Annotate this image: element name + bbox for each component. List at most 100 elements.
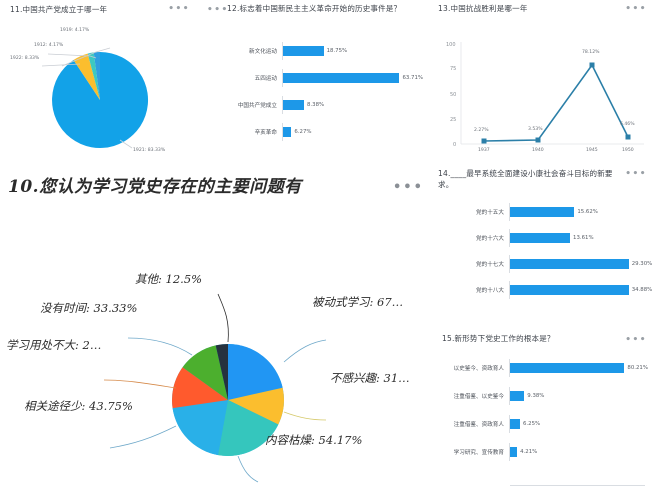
y-tick-25: 25 — [450, 117, 456, 123]
bar-track: 15.62% — [509, 203, 653, 221]
line-value-1950: 6.46% — [620, 122, 635, 127]
pie-slice-passive-learning — [228, 344, 283, 400]
bar-label: 注重借鉴、以史鉴今 — [453, 394, 504, 400]
chart-15-menu-dots[interactable]: ••• — [625, 335, 647, 345]
y-tick-100: 100 — [446, 42, 456, 48]
bar-row[interactable]: 党的十六大 13.61% — [432, 229, 653, 247]
bar-label: 党的十六大 — [476, 236, 504, 242]
chart-10-pie-svg — [103, 293, 327, 483]
bar-fill — [510, 207, 575, 217]
x-tick-1937: 1937 — [478, 148, 490, 153]
bar-label: 新文化运动 — [249, 49, 277, 55]
bar-track: 6.25% — [509, 415, 653, 433]
bar-row[interactable]: 党的十五大 15.62% — [432, 203, 653, 221]
bar-value: 6.25% — [523, 421, 541, 427]
bar-track: 63.71% — [282, 69, 423, 87]
bar-label: 党的十七大 — [476, 262, 504, 268]
chart-card-14[interactable]: 14.____最早系统全面建设小康社会奋斗目标的新要求。 ••• 党的十五大 1… — [432, 165, 653, 322]
pie-label-other: 其他: 12.5% — [135, 272, 203, 286]
bar-row[interactable]: 辛亥革命 6.27% — [205, 123, 423, 141]
pie-slice-not-useful — [172, 367, 228, 409]
pie-leader-1 — [61, 47, 111, 67]
leader-not-useful — [103, 379, 177, 389]
bar-track: 4.21% — [509, 443, 653, 461]
x-tick-1945: 1945 — [586, 148, 598, 153]
bar-track: 80.21% — [509, 359, 653, 377]
y-tick-50: 50 — [450, 92, 456, 98]
chart-14-menu-dots[interactable]: ••• — [625, 169, 647, 179]
pie-label-1912: 1912: 4.17% — [34, 43, 64, 48]
leader-boring — [237, 455, 259, 483]
bar-fill — [510, 363, 625, 373]
bar-track: 29.30% — [509, 255, 653, 273]
bar-fill — [510, 259, 629, 269]
bar-value: 63.71% — [402, 75, 423, 81]
bar-row[interactable]: 中国共产党成立 8.38% — [205, 96, 423, 114]
line-point-1937 — [481, 138, 487, 144]
bar-label: 党的十五大 — [476, 210, 504, 216]
line-point-1950 — [625, 134, 631, 140]
bar-row[interactable]: 五四运动 63.71% — [205, 69, 423, 87]
leader-other — [217, 293, 229, 343]
x-tick-1940: 1940 — [532, 148, 544, 153]
pie-slice-1921 — [52, 51, 149, 148]
pie-label-passive-learning: 被动式学习: 67… — [312, 295, 404, 309]
bar-row[interactable]: 新文化运动 18.75% — [205, 42, 423, 60]
pie-leader-3 — [41, 63, 81, 67]
chart-14-title: 14.____最早系统全面建设小康社会奋斗目标的新要求。 — [438, 169, 613, 189]
bar-row[interactable]: 党的十七大 29.30% — [432, 255, 653, 273]
bar-label: 注重借鉴、资政育人 — [453, 422, 504, 428]
chart-card-12[interactable]: 12.标志着中国新民主主义革命开始的历史事件是？ ••• 新文化运动 18.75… — [205, 0, 423, 166]
bar-fill — [510, 233, 571, 243]
bar-track: 8.38% — [282, 96, 423, 114]
bar-value: 13.61% — [573, 235, 594, 241]
bar-track: 18.75% — [282, 42, 423, 60]
chart-11-pie-svg — [41, 47, 149, 149]
line-point-1940 — [535, 137, 541, 143]
bar-value: 6.27% — [294, 129, 312, 135]
bar-value: 18.75% — [326, 48, 348, 54]
bar-label: 以史鉴今、资政育人 — [453, 366, 504, 372]
bar-label: 学习研究、宣传教育 — [453, 450, 504, 456]
bar-fill — [510, 419, 520, 429]
pie-label-1922: 1922: 8.33% — [10, 56, 40, 61]
bar-fill — [283, 100, 304, 110]
pie-slice-1912 — [87, 52, 100, 100]
pie-label-boring-content: 内容枯燥: 54.17% — [265, 433, 363, 447]
bar-value: 80.21% — [627, 365, 648, 371]
pie-slice-no-interest — [228, 387, 284, 425]
chart-12-title: 12.标志着中国新民主主义革命开始的历史事件是？ — [227, 4, 402, 13]
bar-value: 8.38% — [307, 102, 325, 108]
bar-fill — [510, 391, 525, 401]
bar-row[interactable]: 注重借鉴、以史鉴今 9.38% — [432, 387, 653, 405]
chart-10-menu-dots[interactable]: ••• — [393, 180, 424, 195]
bar-fill — [283, 73, 400, 83]
y-tick-75: 75 — [450, 66, 456, 72]
chart-10-title: 10.您认为学习党史存在的主要问题有 — [8, 177, 302, 197]
bar-track: 13.61% — [509, 229, 653, 247]
bar-row[interactable]: 以史鉴今、资政育人 80.21% — [432, 359, 653, 377]
pie-label-not-useful: 学习用处不大: 2… — [6, 338, 102, 352]
leader-no-time — [127, 337, 193, 356]
chart-card-13[interactable]: 13.中国抗战胜利是哪一年 ••• 100 75 50 25 0 2.27% 3… — [432, 0, 653, 163]
leader-passive — [283, 339, 327, 363]
bar-fill — [283, 127, 292, 137]
chart-card-11[interactable]: 11.中国共产党成立于哪一年 ••• 1919: 4.17% 1912: 4.1… — [0, 0, 200, 166]
pie-label-no-interest: 不感兴趣: 31… — [330, 371, 410, 385]
bar-row[interactable]: 注重借鉴、资政育人 6.25% — [432, 415, 653, 433]
bar-fill — [283, 46, 324, 56]
pie-slice-few-channels — [172, 400, 228, 456]
pie-leader-2 — [47, 53, 97, 59]
bar-fill — [510, 447, 518, 457]
chart-12-menu-dots[interactable]: ••• — [207, 5, 229, 15]
chart-card-15[interactable]: 15.新形势下党史工作的根本是？ ••• 以史鉴今、资政育人 80.21% 注重… — [432, 325, 653, 490]
chart-13-menu-dots[interactable]: ••• — [625, 4, 647, 14]
bar-track: 6.27% — [282, 123, 423, 141]
chart-14-bars: 党的十五大 15.62% 党的十六大 13.61% 党的十七大 29.30% 党… — [432, 203, 653, 315]
pie-label-few-channels: 相关途径少: 43.75% — [24, 399, 133, 413]
pie-slice-boring-content — [218, 400, 279, 456]
chart-11-menu-dots[interactable]: ••• — [168, 4, 190, 14]
bar-value: 4.21% — [520, 449, 538, 455]
bar-row[interactable]: 党的十八大 34.88% — [432, 281, 653, 299]
bar-row[interactable]: 学习研究、宣传教育 4.21% — [432, 443, 653, 461]
